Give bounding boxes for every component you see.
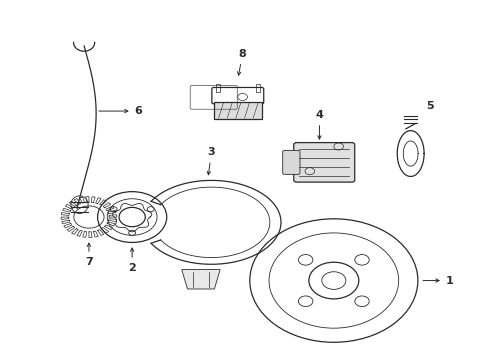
Text: 5: 5 [426,101,434,111]
Bar [216,84,220,93]
Text: 1: 1 [423,275,453,285]
Text: 4: 4 [316,110,323,139]
Text: 2: 2 [128,248,136,273]
Text: 6: 6 [99,106,143,116]
Polygon shape [182,270,220,289]
Text: 3: 3 [207,148,215,175]
FancyBboxPatch shape [283,150,300,174]
Text: 8: 8 [238,49,246,75]
Bar [214,102,262,119]
FancyBboxPatch shape [294,143,355,182]
Text: 7: 7 [85,243,93,267]
Bar [256,84,260,93]
